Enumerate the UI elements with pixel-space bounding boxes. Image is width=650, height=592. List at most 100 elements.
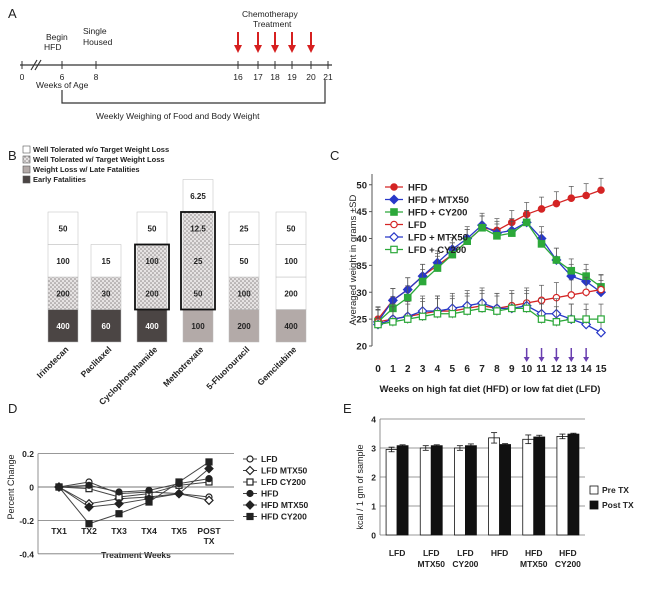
c-ytick-label: 45: [356, 207, 367, 218]
c-series-line: [377, 302, 602, 334]
e-bar: [556, 435, 569, 536]
d-legend-label: LFD: [261, 454, 278, 464]
dose-segment: [228, 309, 260, 343]
e-xtick-label: CY200: [555, 559, 581, 569]
d-legend-marker: [245, 465, 255, 476]
c-ytick-label: 50: [356, 180, 367, 191]
single-housed-label-2: Housed: [83, 37, 113, 47]
dose-label: 200: [145, 289, 159, 298]
e-ytick-label: 0: [371, 531, 376, 541]
e-ytick-label: 4: [371, 415, 376, 425]
d-ytick-label: 0: [29, 483, 34, 493]
legend-label: Well Tolerated w/ Target Weight Loss: [33, 155, 165, 164]
d-data-point: [204, 463, 214, 474]
d-data-point: [114, 498, 124, 509]
weighing-bracket: [61, 80, 326, 104]
panel-b: B Well Tolerated w/o Target Weight LossW…: [8, 145, 307, 407]
timeline-tick-label: 20: [306, 72, 316, 82]
treatment-arrow-icon: [234, 45, 242, 53]
c-ytick-label: 30: [356, 288, 367, 299]
c-xlabel: Weeks on high fat diet (HFD) or low fat …: [380, 384, 601, 395]
d-ytick-label: -0.4: [19, 549, 34, 559]
c-data-point: [567, 291, 576, 299]
c-data-point: [448, 250, 457, 259]
dose-label: 100: [191, 322, 205, 331]
d-ytick-label: -0.2: [19, 516, 34, 526]
weighing-label: Weekly Weighing of Food and Body Weight: [96, 111, 260, 121]
dose-segment: [47, 309, 79, 343]
c-ytick-label: 35: [356, 261, 367, 272]
dose-label: 400: [284, 322, 298, 331]
d-data-point: [55, 483, 63, 491]
chemo-label-1: Chemotherapy: [242, 9, 299, 19]
c-xtick-label: 3: [420, 364, 426, 375]
c-legend-label: LFD + CY200: [408, 245, 466, 256]
dose-segment: [275, 276, 307, 310]
d-legend-marker: [246, 478, 254, 486]
c-data-point: [582, 315, 590, 323]
e-legend-label: Post TX: [602, 500, 634, 510]
c-legend-label: LFD + MTX50: [408, 233, 468, 244]
timeline-tick-label: 18: [270, 72, 280, 82]
panel-e-letter: E: [343, 401, 352, 416]
c-data-point: [478, 223, 486, 232]
dose-label: 100: [237, 289, 251, 298]
c-data-point: [493, 307, 501, 315]
c-series-line: [377, 221, 602, 323]
d-data-point: [85, 520, 93, 528]
c-legend-marker: [390, 208, 398, 216]
dose-label: 60: [102, 322, 111, 331]
c-data-point: [493, 232, 501, 240]
dose-segment: [182, 276, 214, 310]
dose-segment: [90, 244, 122, 278]
d-xtick-label: POST: [197, 526, 221, 536]
c-data-point: [508, 229, 516, 237]
d-xtick-label: TX4: [141, 526, 157, 536]
c-legend-label: LFD: [408, 220, 427, 231]
begin-hfd-label-2: HFD: [44, 42, 61, 52]
c-data-point: [463, 237, 472, 245]
dose-segment: [182, 179, 214, 213]
single-housed-label-1: Single: [83, 26, 107, 36]
c-data-point: [597, 285, 605, 294]
legend-swatch: [22, 155, 31, 164]
timeline-tick-label: 21: [323, 72, 333, 82]
target-dose-box: [180, 211, 216, 311]
c-data-point: [418, 277, 427, 286]
d-data-point: [84, 502, 94, 512]
dose-segment: [136, 211, 168, 245]
c-data-point: [389, 318, 397, 326]
dose-label: 200: [56, 289, 70, 298]
e-xtick-label: LFD: [389, 548, 406, 558]
c-xtick-label: 10: [521, 364, 533, 375]
c-data-point: [418, 312, 427, 321]
legend-label: Early Fatalities: [33, 175, 86, 184]
c-data-point: [552, 256, 561, 264]
d-ytick-label: 0.2: [22, 449, 34, 459]
d-data-point: [204, 495, 214, 506]
d-xtick-label: TX5: [171, 526, 187, 536]
c-xtick-label: 8: [494, 364, 500, 375]
e-bar: [454, 447, 466, 536]
c-xtick-label: 11: [536, 364, 547, 375]
e-bar: [419, 447, 432, 536]
c-data-point: [478, 304, 486, 313]
dose-segment: [90, 276, 122, 310]
dose-segment: [228, 276, 260, 310]
timeline-tick-label: 0: [20, 72, 25, 82]
dose-segment: [182, 309, 214, 343]
dose-segment: [228, 244, 260, 278]
d-xtick-label: TX2: [81, 526, 97, 536]
panel-c-letter: C: [330, 148, 339, 163]
c-xtick-label: 5: [450, 364, 456, 375]
dose-segment: [136, 244, 168, 278]
e-xtick-label: HFD: [491, 548, 508, 558]
c-ytick-label: 20: [356, 342, 367, 353]
c-series-line: [377, 221, 602, 323]
e-bar: [488, 437, 500, 536]
c-data-point: [508, 304, 516, 313]
d-ylabel: Percent Change: [6, 454, 16, 519]
d-legend-marker: [246, 455, 254, 463]
